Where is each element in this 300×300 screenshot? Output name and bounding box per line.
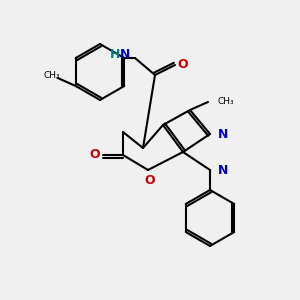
Text: N: N (218, 164, 228, 176)
Text: H: H (110, 49, 120, 62)
Text: CH₃: CH₃ (218, 98, 235, 106)
Text: O: O (145, 173, 155, 187)
Text: N: N (218, 128, 228, 140)
Text: O: O (90, 148, 100, 161)
Text: N: N (120, 49, 130, 62)
Text: CH₃: CH₃ (44, 71, 60, 80)
Text: O: O (178, 58, 188, 71)
